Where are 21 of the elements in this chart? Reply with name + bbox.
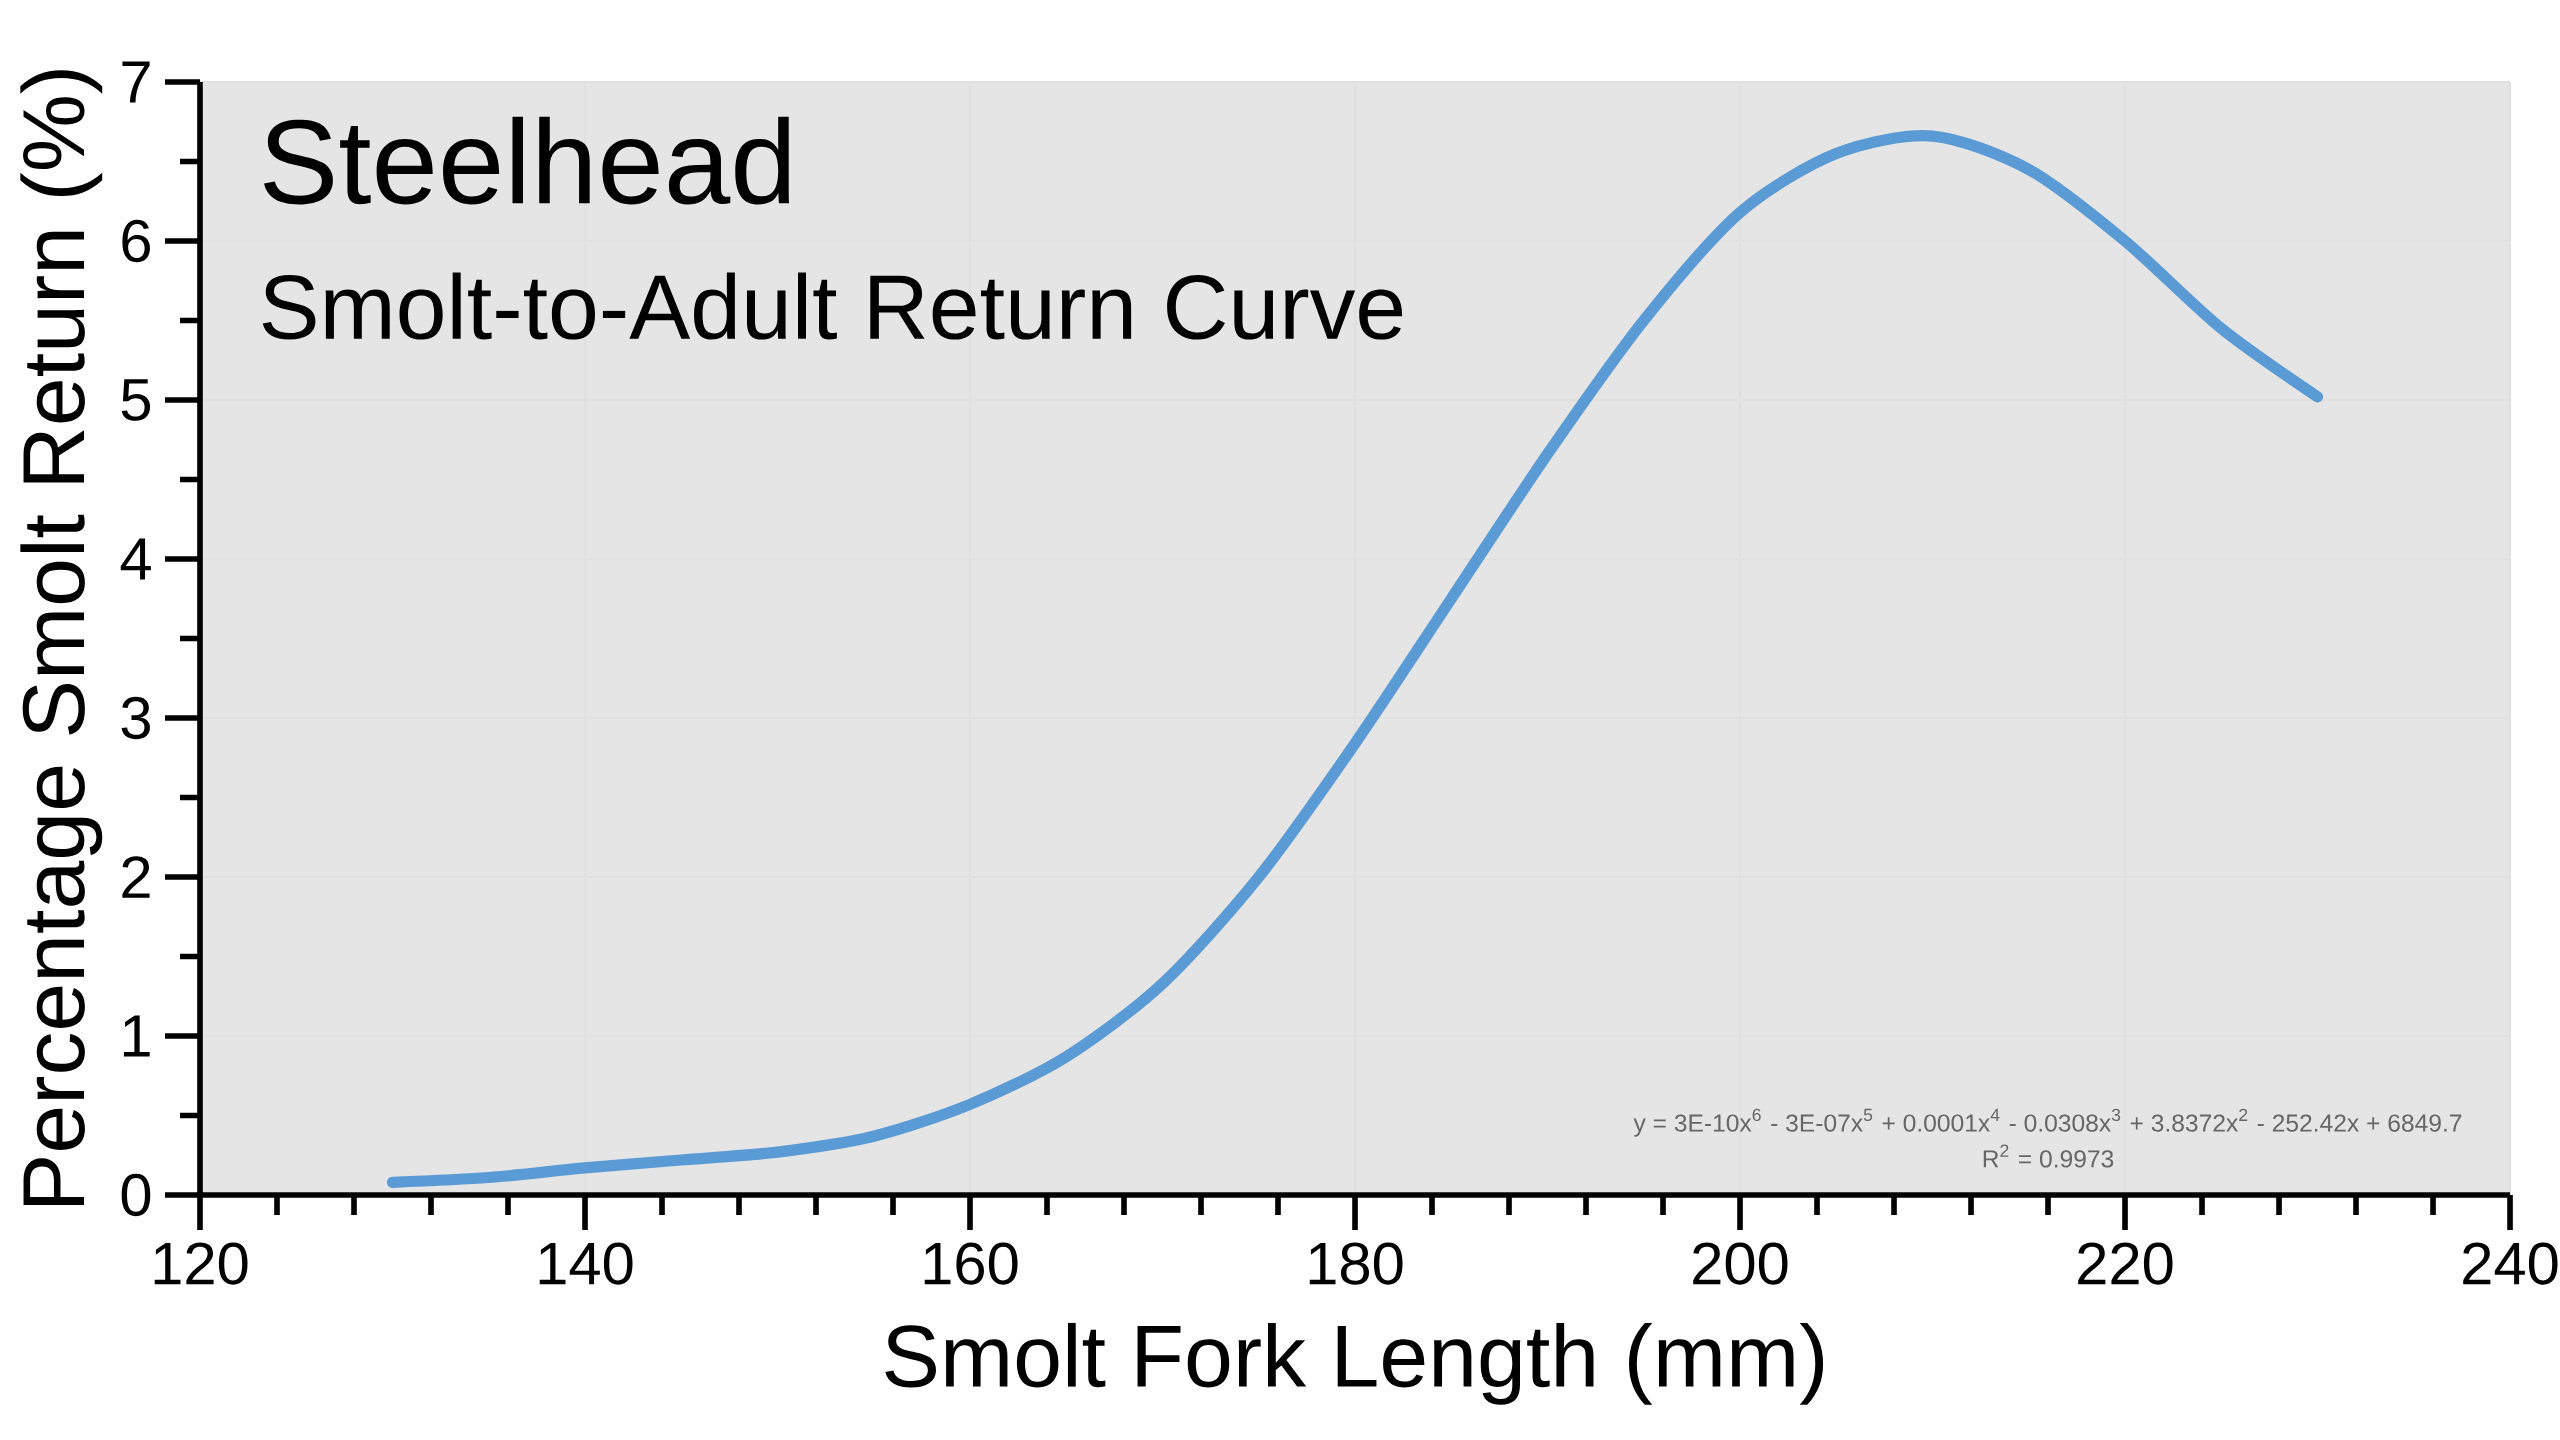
y-tick-label: 4 [120,538,151,580]
y-tick-label: 5 [121,379,151,421]
text: Smolt-to-Adult Return Curve [262,272,1403,340]
chart-title: Steelhead [264,116,790,205]
x-tick-label: 180 [1309,1242,1403,1285]
x-tick-label: 200 [1693,1242,1788,1285]
x-tick-label: 140 [539,1242,633,1285]
y-tick-label: 3 [121,696,150,740]
y-tick-label: 0 [121,1173,151,1217]
y-axis-title: Percentage Smolt Return (%) [20,70,103,1206]
y-tick-label: 2 [122,856,150,898]
x-tick-label: 220 [2078,1242,2173,1285]
annotation: R$^{2}$ = 0.9973 [1983,1144,2114,1168]
y-tick-label: 1 [123,1015,150,1057]
y-tick-label: 6 [122,219,150,263]
text: y = 3E-10x$^{6}$ - 3E-07x$^{5}$ + 0.0001x$^{4}$ - 0.0308x$^{3}$ + 3.8372x$^{2}$ - 252.42x + 6849.7 [1633,1108,2462,1137]
x-axis-title: Smolt Fork Length (mm) [885,1322,1824,1405]
x-tick-label: 160 [924,1242,1018,1285]
y-tick-label: 7 [122,61,150,103]
x-tick-label: 120 [154,1242,248,1285]
x-tick-label: 240 [2463,1242,2558,1285]
